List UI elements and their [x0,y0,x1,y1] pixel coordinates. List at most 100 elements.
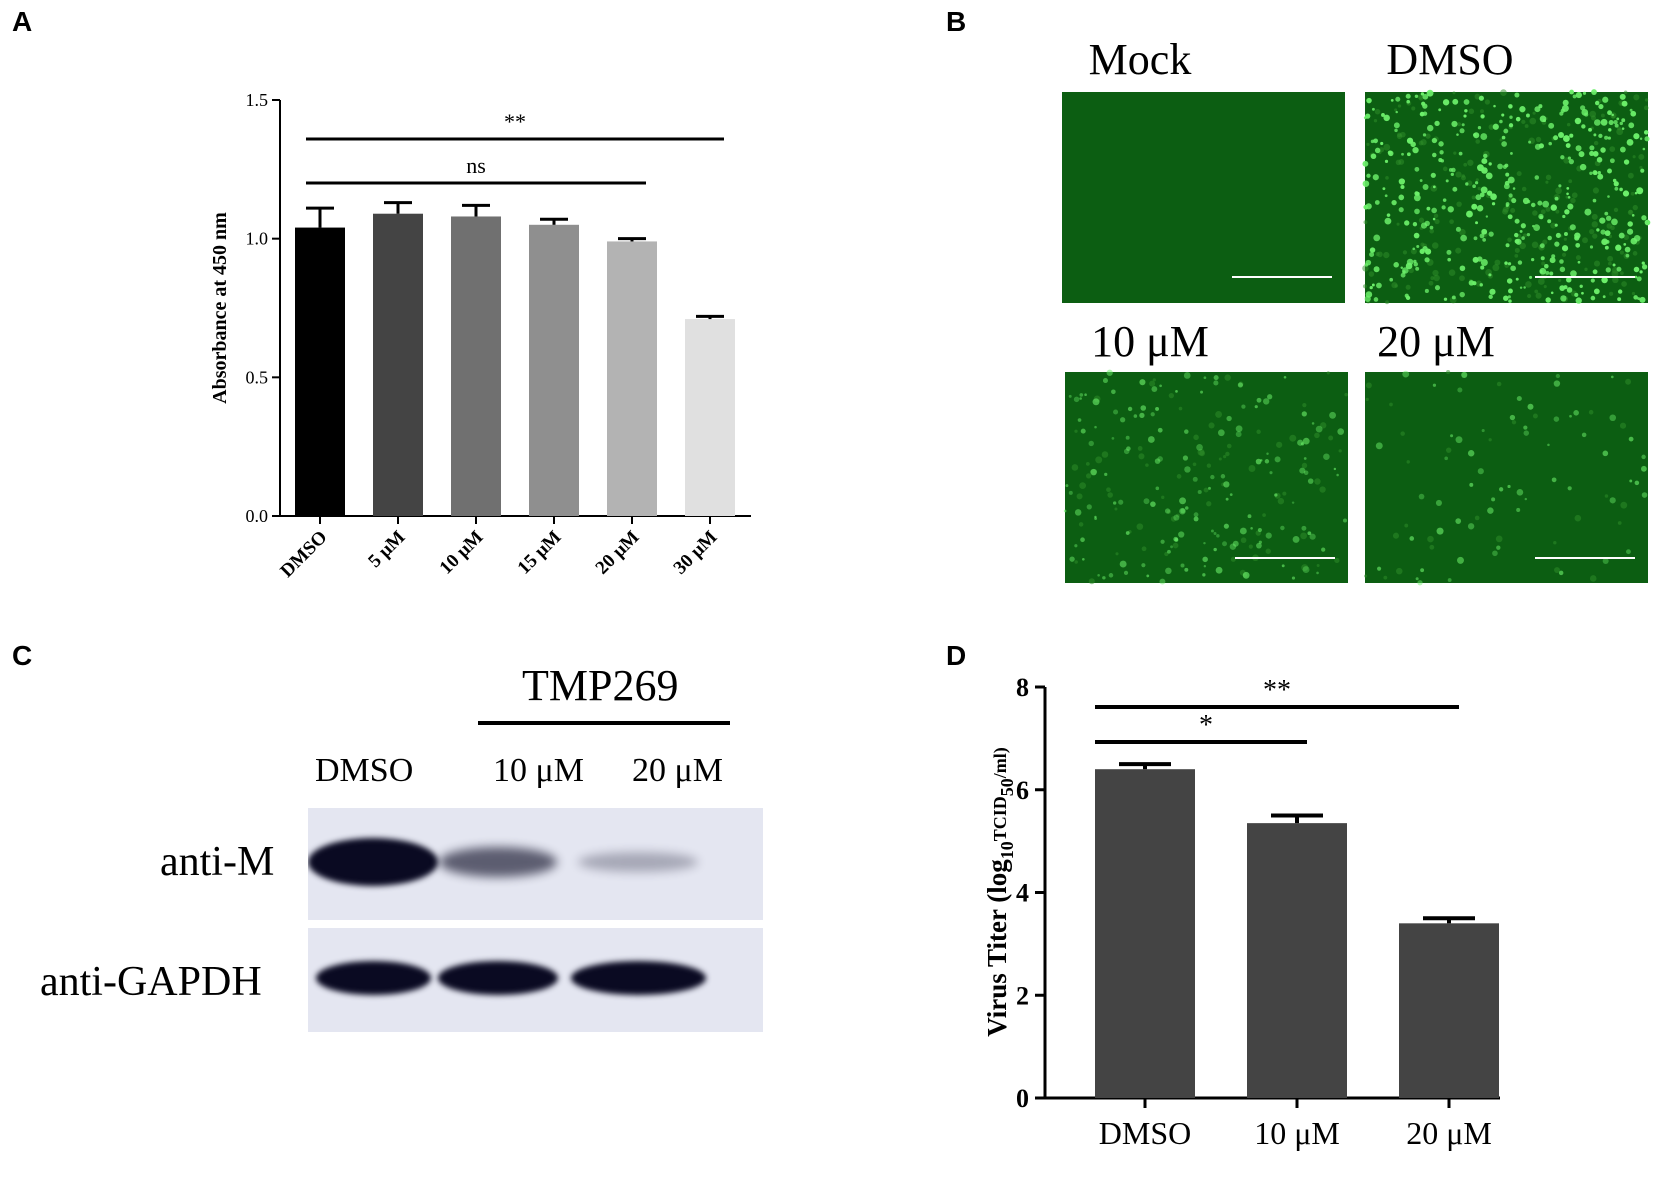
fluorescent-cell [1594,119,1601,126]
fluorescent-cell [1179,507,1186,515]
cell-texture [1314,432,1320,439]
micrograph-dmso [1362,89,1651,305]
fluorescent-cell [1216,534,1220,538]
cell-texture [1368,271,1375,277]
fluorescent-cell [1165,567,1172,575]
fluorescent-cell [1519,229,1523,233]
fluorescent-cell [1623,159,1630,165]
cell-texture [1373,119,1378,123]
fluorescent-cell [1118,499,1124,505]
cell-texture [1396,567,1403,575]
cell-texture [1459,275,1465,282]
fluorescent-cell [1418,493,1425,500]
cell-texture [1644,98,1649,102]
image-title-10um: 10 μM [1091,317,1209,366]
fluorescent-cell [1559,111,1564,116]
fluorescent-cell [1413,194,1421,202]
fluorescent-cell [1369,247,1376,253]
cell-texture [1145,463,1149,467]
fluorescent-cell [1461,123,1465,127]
fluorescent-cell [1333,467,1337,471]
fluorescent-cell [1476,205,1484,212]
cell-texture [1192,462,1197,467]
fluorescent-cell [1562,99,1569,106]
fluorescent-cell [1173,536,1179,542]
fluorescent-cell [1596,157,1603,163]
cell-texture [1452,91,1456,95]
significance-label: ns [466,153,486,178]
cell-texture [1138,453,1145,460]
fluorescent-cell [1516,395,1522,402]
cell-texture [1172,542,1179,549]
y-axis-label: Virus Titer (log10TCID50/ml) [982,747,1017,1037]
cell-texture [1527,294,1532,299]
cell-texture [1395,159,1402,166]
cell-texture [1592,233,1598,239]
fluorescent-cell [1487,507,1494,514]
cell-texture [1420,242,1425,247]
fluorescent-cell [1080,428,1086,434]
fluorescent-cell [1528,140,1532,144]
fluorescent-cell [1223,523,1229,529]
fluorescent-cell [1113,409,1119,415]
fluorescent-cell [1491,202,1496,206]
fluorescent-cell [1420,92,1425,96]
fluorescent-cell [1636,187,1644,195]
cell-texture [1178,406,1183,411]
cell-texture [1397,132,1402,138]
y-tick-label: 1.0 [246,229,269,249]
fluorescent-cell [1634,275,1638,279]
fluorescent-cell [1601,276,1608,284]
fluorescent-cell [1505,202,1510,206]
fluorescent-cell [1627,221,1633,227]
fluorescent-cell [1631,214,1635,217]
fluorescent-cell [1579,284,1583,288]
cell-texture [1449,219,1454,225]
fluorescent-cell [1534,106,1541,113]
fluorescent-cell [1141,563,1146,568]
image-title-dmso: DMSO [1386,35,1514,84]
fluorescent-cell [1226,415,1232,422]
fluorescent-cell [1600,229,1606,235]
significance-label: ** [1263,675,1291,706]
fluorescent-cell [1455,226,1461,232]
fluorescent-cell [1611,113,1614,117]
fluorescent-cell [1097,574,1100,577]
cell-texture [1115,552,1119,556]
fluorescent-cell [1410,141,1416,148]
cell-texture [1531,241,1539,249]
fluorescent-cell [1604,230,1611,237]
fluorescent-cell [1126,446,1131,451]
cell-texture [1558,278,1562,283]
cell-texture [1226,443,1232,449]
fluorescent-cell [1133,414,1138,418]
cell-texture [1532,111,1536,115]
bar [1247,823,1347,1098]
fluorescent-cell [1629,108,1633,112]
cell-texture [1391,282,1398,289]
cell-texture [1516,171,1522,177]
fluorescent-cell [1183,372,1191,379]
cell-texture [1610,225,1615,231]
fluorescent-cell [1203,541,1206,545]
fluorescent-cell [1601,238,1608,246]
fluorescent-cell [1594,100,1600,106]
fluorescent-cell [1617,289,1623,294]
fluorescent-cell [1063,509,1067,513]
fluorescent-cell [1400,184,1405,190]
fluorescent-cell [1321,547,1326,552]
fluorescent-cell [1426,206,1431,211]
treatment-bracket-line [478,721,730,725]
cell-texture [1584,267,1588,271]
fluorescent-cell [1501,141,1507,147]
x-tick-label: DMSO [1099,1115,1191,1151]
fluorescent-cell [1068,490,1073,495]
cell-texture [1170,516,1177,522]
fluorescent-cell [1589,171,1593,175]
fluorescent-cell [1220,474,1226,479]
fluorescent-cell [1590,295,1596,301]
fluorescent-cell [1419,111,1425,117]
fluorescent-cell [1548,122,1555,129]
fluorescent-cell [1416,244,1420,249]
fluorescent-cell [1565,143,1571,148]
